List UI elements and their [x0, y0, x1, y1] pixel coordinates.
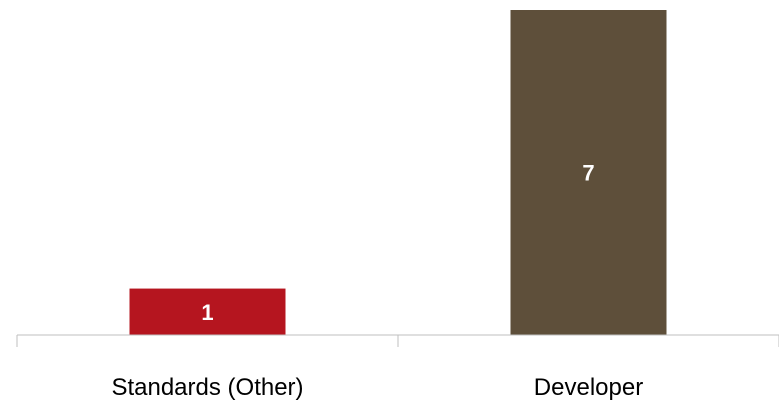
- x-axis-ticks: [16, 335, 779, 347]
- x-axis-labels: Standards (Other) Developer: [111, 374, 643, 401]
- bars-layer: 17: [129, 10, 667, 335]
- bar-developer: [510, 10, 667, 335]
- bar-standards-other: [129, 288, 286, 335]
- x-tick-label: Developer: [534, 374, 643, 401]
- x-tick-label: Standards (Other): [111, 374, 303, 401]
- bar-data-label: 7: [582, 161, 594, 186]
- bar-data-label: 1: [201, 300, 213, 325]
